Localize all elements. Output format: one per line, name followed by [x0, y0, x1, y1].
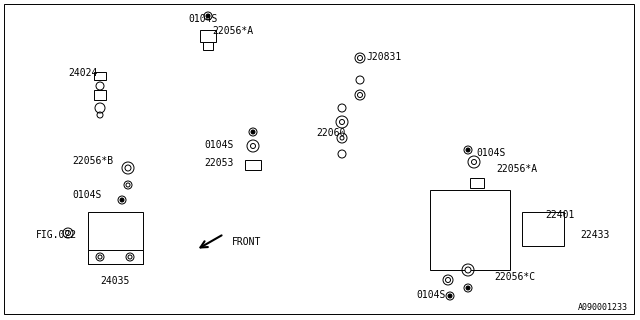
Circle shape	[126, 183, 130, 187]
Text: 22401: 22401	[545, 210, 574, 220]
Text: 22056*A: 22056*A	[212, 26, 253, 36]
Bar	[245, 160, 261, 170]
Text: A090001233: A090001233	[578, 303, 628, 312]
Text: FIG.022: FIG.022	[36, 230, 77, 240]
Text: FRONT: FRONT	[232, 237, 261, 247]
Circle shape	[445, 277, 451, 283]
Circle shape	[339, 119, 344, 124]
Bar	[470, 178, 484, 188]
Bar	[430, 190, 510, 270]
Text: 0104S: 0104S	[188, 14, 218, 24]
Bar	[88, 250, 143, 264]
Circle shape	[206, 14, 210, 18]
Circle shape	[358, 92, 362, 98]
Circle shape	[358, 55, 362, 60]
Circle shape	[65, 230, 70, 236]
Circle shape	[98, 255, 102, 259]
Circle shape	[250, 143, 255, 148]
Bar	[88, 212, 143, 264]
Text: 0104S: 0104S	[416, 290, 445, 300]
Text: 0104S: 0104S	[204, 140, 234, 150]
Text: 22056*A: 22056*A	[496, 164, 537, 174]
Bar	[200, 30, 216, 42]
Text: 22053: 22053	[204, 158, 234, 168]
Circle shape	[251, 130, 255, 134]
Text: 22056*C: 22056*C	[494, 272, 535, 282]
Circle shape	[466, 286, 470, 290]
Text: 0104S: 0104S	[72, 190, 101, 200]
Bar	[203, 42, 213, 50]
Bar	[522, 212, 564, 246]
Bar	[94, 72, 106, 80]
Text: 22056*B: 22056*B	[72, 156, 113, 166]
Circle shape	[472, 159, 477, 164]
Circle shape	[466, 148, 470, 152]
Text: J20831: J20831	[366, 52, 401, 62]
Text: 0104S: 0104S	[476, 148, 506, 158]
Text: 22433: 22433	[580, 230, 609, 240]
Circle shape	[128, 255, 132, 259]
Text: 24035: 24035	[100, 276, 129, 286]
Circle shape	[120, 198, 124, 202]
Circle shape	[465, 267, 471, 273]
Circle shape	[340, 136, 344, 140]
Circle shape	[125, 165, 131, 171]
Circle shape	[448, 294, 452, 298]
Text: 22060: 22060	[316, 128, 346, 138]
Bar	[94, 90, 106, 100]
Text: 24024: 24024	[68, 68, 97, 78]
